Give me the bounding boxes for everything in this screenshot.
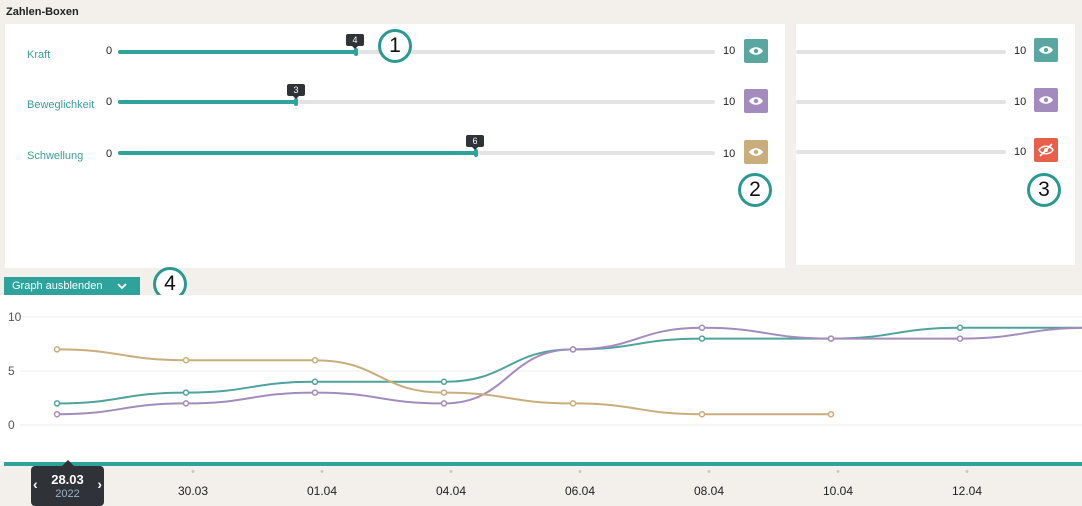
slider-track-kraft[interactable]: 4 [118,34,715,56]
timeline-tick [965,470,969,473]
eye-icon [1039,96,1053,104]
slider-track-beweglichkeit[interactable]: 3 [118,84,715,106]
selected-date: 28.03 [51,472,84,487]
slider-label-beweglichkeit: Beweglichkeit [27,99,95,111]
data-point[interactable] [698,335,706,342]
y-tick-label: 5 [8,364,15,378]
y-tick-label: 10 [8,310,22,324]
data-point[interactable] [182,400,190,407]
data-point[interactable] [440,378,448,386]
visibility-toggle-compact-3[interactable] [1034,138,1058,162]
timeline-tick [578,470,582,473]
chart-svg: 10 5 0 [8,310,1082,432]
slider-fill [118,100,296,104]
slider-track-schwellung[interactable]: 6 [118,135,715,157]
timeline-date-label[interactable]: 04.04 [435,484,467,498]
callout-1: 1 [378,29,412,63]
compact-max: 10 [1014,96,1027,108]
data-point[interactable] [956,335,964,342]
slider-label-schwellung: Schwellung [27,150,84,162]
slider-max: 10 [723,148,736,160]
compact-track [796,150,1006,154]
slider-value-bubble: 4 [346,34,364,49]
visibility-toggle-compact-2[interactable] [1034,88,1058,112]
visibility-toggle-kraft[interactable] [744,39,768,63]
compact-max: 10 [1014,146,1027,158]
slider-thumb[interactable] [354,48,358,56]
data-point[interactable] [311,356,319,364]
timeline-date-label[interactable]: 06.04 [564,484,596,498]
data-point[interactable] [53,346,61,353]
visibility-toggle-beweglichkeit[interactable] [744,89,768,113]
slider-value-bubble: 6 [466,135,484,150]
sliders-panel: Kraft 0 4 10 Beweglichkeit 0 3 10 Schwel… [5,24,785,268]
timeline-bar[interactable] [4,462,1082,466]
slider-thumb[interactable] [294,98,298,106]
slider-fill [118,50,356,54]
timeline-tick [707,470,711,473]
timeline-date-label[interactable]: 10.04 [822,484,854,498]
data-point[interactable] [182,389,190,396]
data-point[interactable] [569,400,577,407]
data-point[interactable] [182,356,190,364]
next-date-button[interactable]: › [97,476,102,492]
compact-panel: 10 10 10 [796,24,1075,265]
line-chart: 10 5 0 [0,295,1082,465]
eye-icon [749,47,763,55]
eye-icon [749,148,763,156]
selected-year: 2022 [55,488,80,500]
timeline-date-label[interactable]: 30.03 [177,484,209,498]
date-picker[interactable]: ‹ 28.03 2022 › [31,460,104,506]
callout-2: 2 [738,173,772,207]
timeline-date-label[interactable]: 01.04 [306,484,338,498]
slider-fill [118,151,476,155]
eye-off-icon [1038,143,1054,157]
slider-label-kraft: Kraft [27,49,51,61]
slider-value-bubble: 3 [287,84,305,99]
data-point[interactable] [569,346,577,353]
data-point[interactable] [440,400,448,407]
slider-max: 10 [723,96,736,108]
timeline-date-label[interactable]: 12.04 [951,484,983,498]
prev-date-button[interactable]: ‹ [33,476,38,492]
slider-min: 0 [106,96,113,108]
y-tick-label: 0 [8,418,15,432]
compact-track [796,100,1006,104]
slider-min: 0 [106,45,113,57]
slider-max: 10 [723,45,736,57]
timeline-tick [191,470,195,473]
timeline-date-label[interactable]: 08.04 [693,484,725,498]
data-point[interactable] [53,400,61,407]
timeline-tick [836,470,840,473]
hide-graph-label: Graph ausblenden [12,280,103,292]
visibility-toggle-compact-1[interactable] [1034,38,1058,62]
slider-thumb[interactable] [474,149,478,157]
compact-max: 10 [1014,45,1027,57]
hide-graph-button[interactable]: Graph ausblenden [4,277,140,295]
timeline-tick [449,470,453,473]
data-point[interactable] [956,324,964,332]
section-title: Zahlen-Boxen [6,6,79,18]
data-point[interactable] [311,378,319,386]
data-point[interactable] [827,335,835,342]
data-point[interactable] [827,410,835,418]
chevron-down-icon [117,283,127,290]
slider-min: 0 [106,148,113,160]
eye-icon [749,97,763,105]
callout-3: 3 [1027,173,1061,207]
visibility-toggle-schwellung[interactable] [744,140,768,164]
compact-track [796,50,1006,54]
data-point[interactable] [440,389,448,396]
data-point[interactable] [53,410,61,418]
timeline-tick [320,470,324,473]
data-point[interactable] [698,410,706,418]
eye-icon [1039,46,1053,54]
data-point[interactable] [311,389,319,396]
data-point[interactable] [698,324,706,332]
